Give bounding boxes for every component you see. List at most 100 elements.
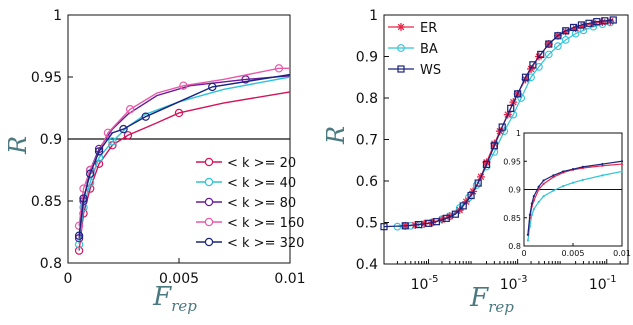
inset-data-point xyxy=(620,162,624,166)
left-data-point xyxy=(208,82,217,92)
inset-series-line xyxy=(526,160,624,236)
left-data-point xyxy=(94,147,104,156)
right-data-point xyxy=(498,123,506,131)
right-data-point xyxy=(474,179,482,187)
right-data-point xyxy=(529,61,537,69)
right-data-point xyxy=(459,202,467,210)
left-data-point xyxy=(74,240,84,249)
left-ticks: 0 0.005 0.01 0.8 0.85 0.9 0.95 1 xyxy=(31,8,306,287)
right-x-tick-label: 10-5 xyxy=(411,274,439,293)
left-xlabel: Frep xyxy=(152,282,197,315)
inset-data-point xyxy=(552,175,555,179)
right-legend-marker xyxy=(397,23,405,31)
inset-data-point xyxy=(601,174,604,177)
right-legend-label: BA xyxy=(420,42,438,57)
right-ticks: 10-5 10-3 10-10.40.50.60.70.80.91 xyxy=(356,8,621,293)
right-data-point xyxy=(451,210,459,218)
inset-x-tick-label: 0.005 xyxy=(562,249,585,258)
inset-y-tick-label: 1 xyxy=(516,129,521,138)
right-data-point xyxy=(464,193,473,202)
left-series-line xyxy=(74,73,291,240)
right-y-tick-label: 0.7 xyxy=(356,133,378,149)
inset-data-point xyxy=(542,179,545,182)
inset-series xyxy=(526,160,624,242)
inset-y-tick-label: 0.95 xyxy=(503,157,521,166)
left-x-tick-label: 0.01 xyxy=(274,271,305,287)
right-data-point xyxy=(537,50,545,59)
left-data-point xyxy=(179,81,188,90)
inset-data-point xyxy=(552,174,555,177)
right-data-point xyxy=(593,18,601,26)
inset-data-point xyxy=(526,233,530,236)
right-data-point xyxy=(432,218,440,226)
left-legend-marker xyxy=(204,177,214,187)
right-data-point xyxy=(609,16,617,24)
right-data-point xyxy=(467,191,475,200)
inset-data-point xyxy=(537,185,540,188)
inset-x-tick-label: 0 xyxy=(521,249,526,258)
inset-y-tick-label: 0.8 xyxy=(508,242,521,251)
right-xlabel: Frep xyxy=(469,283,514,316)
right-data-point xyxy=(442,214,450,222)
left-series-path xyxy=(78,73,291,236)
right-legend-marker xyxy=(397,44,405,52)
left-legend-label: < k >= 20 xyxy=(227,156,296,171)
right-y-tick-label: 0.6 xyxy=(356,174,378,190)
left-y-tick-label: 0.95 xyxy=(31,70,62,86)
inset-data-point xyxy=(571,181,575,184)
inset-data-point xyxy=(526,239,530,242)
right-legend-label: WS xyxy=(420,63,441,78)
left-y-tick-label: 0.8 xyxy=(40,256,62,272)
left-legend-label: < k >= 40 xyxy=(227,176,296,191)
inset-data-point xyxy=(620,170,624,173)
inset-series-path xyxy=(527,170,623,241)
right-data-point xyxy=(545,40,553,48)
right-data-point xyxy=(569,23,578,32)
left-legend-marker xyxy=(204,217,214,227)
inset-data-point xyxy=(552,189,555,192)
left-y-tick-label: 0.85 xyxy=(31,194,62,210)
right-y-tick-label: 1 xyxy=(369,8,378,24)
right-xlabel-main: F xyxy=(469,283,489,313)
right-x-tick-exp: -5 xyxy=(428,274,438,285)
right-legend: ER BA WS xyxy=(388,21,441,78)
left-data-point xyxy=(119,124,128,134)
right-data-point xyxy=(490,139,499,148)
inset-data-point xyxy=(581,165,584,168)
right-data-point xyxy=(482,160,491,168)
right-data-point xyxy=(482,158,491,167)
right-data-point xyxy=(380,223,388,231)
right-y-tick-label: 0.9 xyxy=(356,50,378,66)
right-x-tick-label: 10-3 xyxy=(500,274,528,293)
inset-data-point xyxy=(601,162,604,166)
right-data-point xyxy=(598,18,607,27)
right-data-point xyxy=(401,222,409,230)
left-legend: < k >= 20 < k >= 40 < k >= 80 < k >= 160 < k… xyxy=(196,156,304,251)
right-data-point xyxy=(579,21,588,30)
right-data-point xyxy=(415,220,423,229)
inset-x-tick-label: 0.01 xyxy=(613,249,631,258)
right-y-tick-label: 0.8 xyxy=(356,91,378,107)
inset-data-point xyxy=(537,200,540,204)
inset-data-point xyxy=(542,182,545,185)
left-legend-marker xyxy=(204,197,214,207)
inset-data-point xyxy=(601,164,604,167)
left-series-path xyxy=(78,76,291,245)
left-legend-label: < k >= 80 xyxy=(227,196,296,211)
right-data-point xyxy=(562,27,570,35)
inset-data-point xyxy=(562,170,565,173)
right-legend-label: ER xyxy=(420,21,437,36)
left-data-point xyxy=(241,75,250,84)
inset-ticks: 0 0.005 0.01 0.8 0.85 0.9 0.95 1 xyxy=(503,129,631,258)
right-x-tick-base: 10 xyxy=(500,277,518,293)
left-data-point xyxy=(125,105,135,114)
right-x-tick-exp: -3 xyxy=(518,274,528,285)
right-data-point xyxy=(507,104,515,112)
left-data-point xyxy=(85,169,95,178)
inset-data-point xyxy=(562,185,565,188)
right-y-tick-label: 0.5 xyxy=(356,216,378,232)
left-data-point xyxy=(74,221,84,230)
inset-series-path xyxy=(527,160,623,235)
